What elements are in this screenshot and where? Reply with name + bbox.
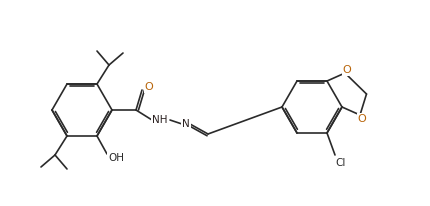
Text: O: O (357, 114, 366, 124)
Text: O: O (144, 82, 153, 92)
Text: Cl: Cl (335, 158, 345, 168)
Text: O: O (342, 65, 350, 75)
Text: NH: NH (152, 115, 167, 125)
Text: N: N (182, 119, 190, 129)
Text: OH: OH (108, 153, 124, 163)
